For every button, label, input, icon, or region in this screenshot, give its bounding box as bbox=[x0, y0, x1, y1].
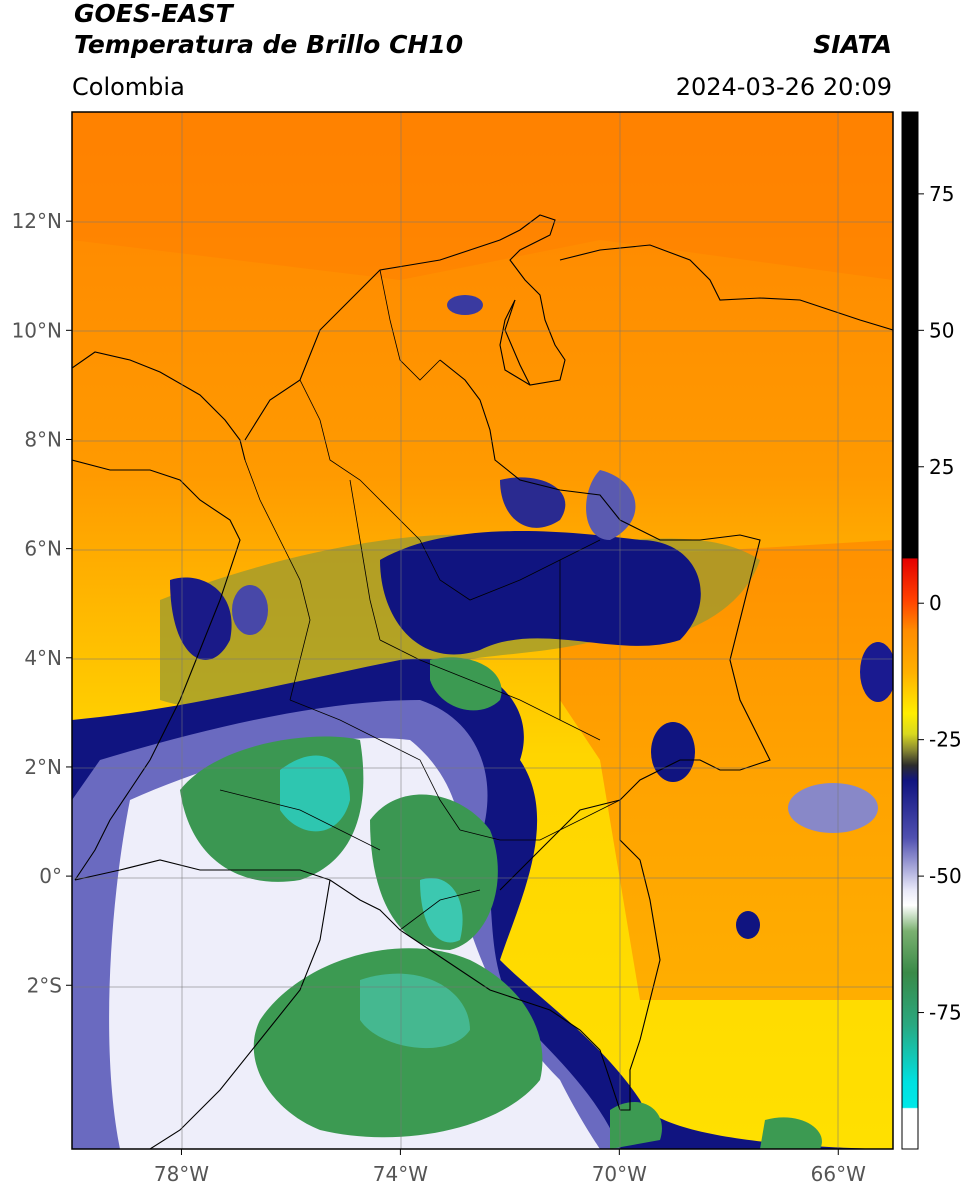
panama-coast bbox=[72, 351, 246, 461]
lat-tick-label: 10°N bbox=[12, 318, 62, 342]
datetime-label: 2024-03-26 20:09 bbox=[675, 73, 892, 101]
longitude-tick-labels: 78°W 74°W 70°W 66°W bbox=[154, 1149, 866, 1186]
lat-tick-label: 6°N bbox=[24, 537, 62, 561]
map-panel bbox=[72, 112, 893, 1149]
colorbar-tick-label: -25 bbox=[929, 728, 962, 752]
lat-tick-label: 8°N bbox=[24, 427, 62, 451]
colorbar-tick-label: 0 bbox=[929, 591, 942, 615]
colorbar-tick-label: 50 bbox=[929, 318, 954, 342]
colorbar bbox=[902, 112, 918, 1149]
venezuela-coast bbox=[559, 244, 893, 331]
lat-tick-label: 2°S bbox=[27, 973, 62, 997]
lat-tick-label: 0° bbox=[39, 864, 62, 888]
colorbar-tick-labels: 75 50 25 0 -25 -50 -75 bbox=[918, 182, 962, 1025]
lat-tick-label: 2°N bbox=[24, 755, 62, 779]
cold-cloud-tops bbox=[180, 657, 822, 1149]
colorbar-tick-label: -75 bbox=[929, 1001, 962, 1025]
colorbar-tick-label: 25 bbox=[929, 455, 954, 479]
latitude-tick-labels: 12°N 10°N 8°N 6°N 4°N 2°N 0° 2°S bbox=[12, 209, 72, 997]
pacific-coast bbox=[72, 459, 241, 881]
colombia-venezuela-brazil-border bbox=[439, 359, 771, 1111]
cloud-band-north bbox=[160, 470, 760, 709]
lat-tick-label: 4°N bbox=[24, 646, 62, 670]
graticule bbox=[72, 112, 893, 1149]
caribbean-coast bbox=[244, 214, 566, 441]
colorbar-tick-label: -50 bbox=[929, 864, 962, 888]
maracaibo-lake bbox=[504, 299, 531, 386]
brazil-border-segment bbox=[499, 799, 621, 891]
colorbar-frame bbox=[901, 111, 919, 1150]
region-label: Colombia bbox=[72, 73, 185, 101]
lon-tick-label: 70°W bbox=[592, 1162, 647, 1186]
department-lines bbox=[219, 269, 621, 931]
caribbean-warm-region bbox=[72, 112, 893, 280]
lon-tick-label: 78°W bbox=[154, 1162, 209, 1186]
lat-tick-label: 12°N bbox=[12, 209, 62, 233]
lon-tick-label: 66°W bbox=[811, 1162, 866, 1186]
satellite-title: GOES-EAST bbox=[74, 0, 233, 28]
map-frame bbox=[71, 111, 894, 1150]
isolated-cells bbox=[232, 295, 893, 939]
lon-tick-label: 74°W bbox=[373, 1162, 428, 1186]
agency-label: SIATA bbox=[813, 30, 892, 59]
product-title: Temperatura de Brillo CH10 bbox=[74, 30, 464, 59]
colorbar-tick-label: 75 bbox=[929, 182, 954, 206]
ecuador-peru-border bbox=[149, 879, 331, 1149]
